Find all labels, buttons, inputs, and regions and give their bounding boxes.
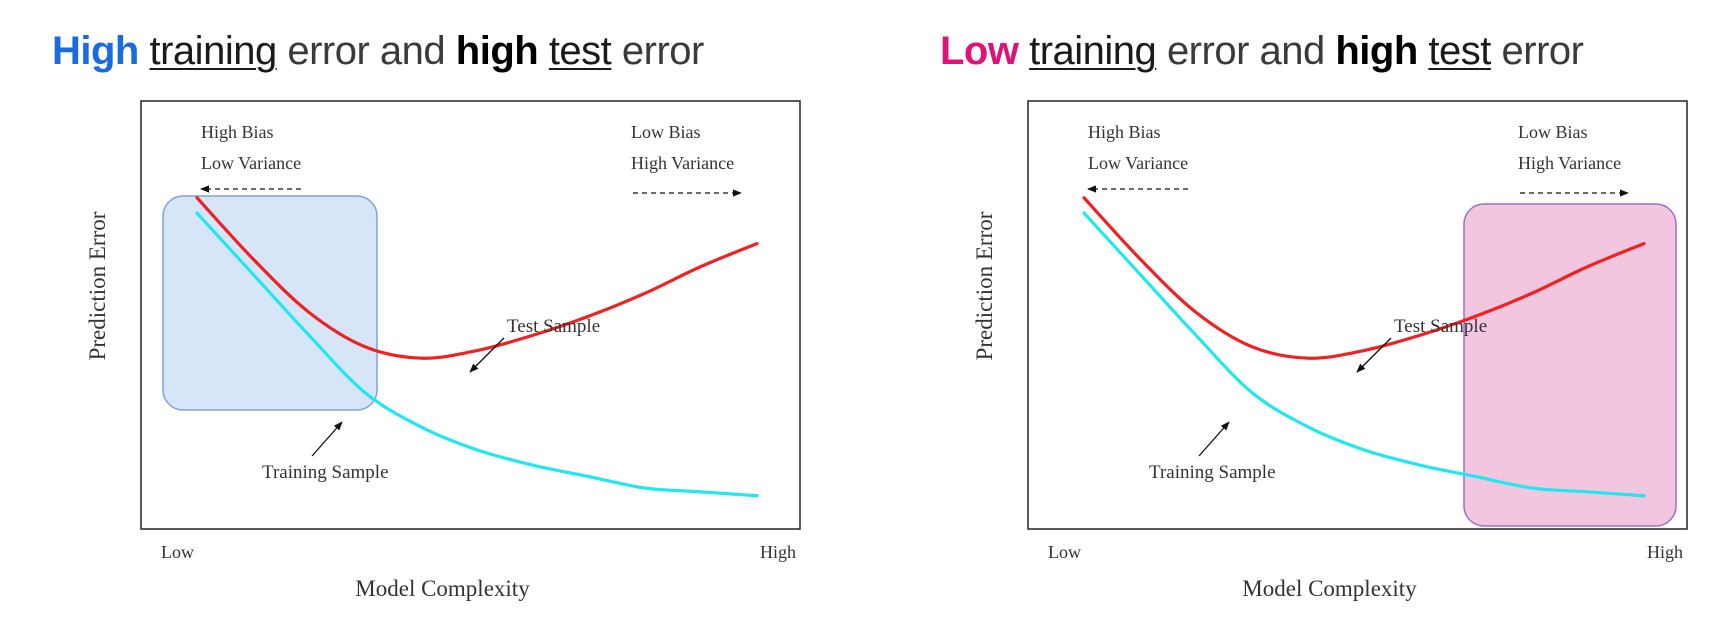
x-axis-label: Model Complexity	[355, 576, 530, 601]
annotation-high-bias: High Bias	[1088, 122, 1161, 142]
title-emphasis: High	[52, 29, 139, 73]
plot-frame	[1027, 100, 1688, 530]
training-sample-line	[195, 211, 759, 498]
title-words: error and	[287, 29, 446, 73]
x-tick-low: Low	[1048, 542, 1081, 562]
y-axis-label: Prediction Error	[85, 211, 110, 360]
title-word-high: high	[455, 29, 539, 73]
test-sample-line	[1082, 196, 1646, 360]
training-sample-arrow	[311, 421, 343, 457]
highlight-region	[162, 195, 378, 411]
title-word-training: training	[149, 29, 278, 73]
annotation-low-variance: Low Variance	[201, 153, 301, 173]
title-word-test: test	[1428, 29, 1491, 73]
highlight-region	[1463, 203, 1677, 527]
title-word-high: high	[1335, 29, 1418, 73]
left-panel-title: High training error and high test error	[52, 20, 704, 82]
x-axis-label: Model Complexity	[1242, 576, 1417, 601]
training-sample-arrow	[1198, 421, 1230, 457]
training-sample-line	[1082, 211, 1646, 498]
chart-panel-right: Test Sample Training Sample High Bias Low V…	[972, 100, 1688, 601]
training-sample-label: Training Sample	[1149, 462, 1276, 483]
annotation-low-variance: Low Variance	[1088, 153, 1188, 173]
y-axis-label: Prediction Error	[972, 211, 997, 360]
test-sample-line	[195, 196, 759, 360]
title-emphasis: Low	[940, 29, 1019, 73]
x-tick-high: High	[760, 542, 796, 562]
title-word-error: error	[621, 29, 704, 73]
test-sample-label: Test Sample	[1394, 316, 1487, 337]
title-word-test: test	[548, 29, 612, 73]
title-word-training: training	[1029, 29, 1157, 73]
title-word-error: error	[1501, 29, 1584, 73]
test-sample-label: Test Sample	[507, 316, 600, 337]
annotation-high-variance: High Variance	[631, 153, 734, 173]
x-tick-high: High	[1647, 542, 1683, 562]
plot-frame	[140, 100, 801, 530]
test-sample-arrow	[469, 337, 505, 373]
right-panel-title: Low training error and high test error	[940, 20, 1584, 82]
annotation-low-bias: Low Bias	[631, 122, 701, 142]
x-tick-low: Low	[161, 542, 194, 562]
title-words: error and	[1166, 29, 1325, 73]
training-sample-label: Training Sample	[262, 462, 389, 483]
chart-panel-left: Test Sample Training Sample High Bias Low V…	[85, 100, 801, 601]
annotation-high-bias: High Bias	[201, 122, 274, 142]
test-sample-arrow	[1356, 337, 1392, 373]
annotation-high-variance: High Variance	[1518, 153, 1621, 173]
annotation-low-bias: Low Bias	[1518, 122, 1588, 142]
